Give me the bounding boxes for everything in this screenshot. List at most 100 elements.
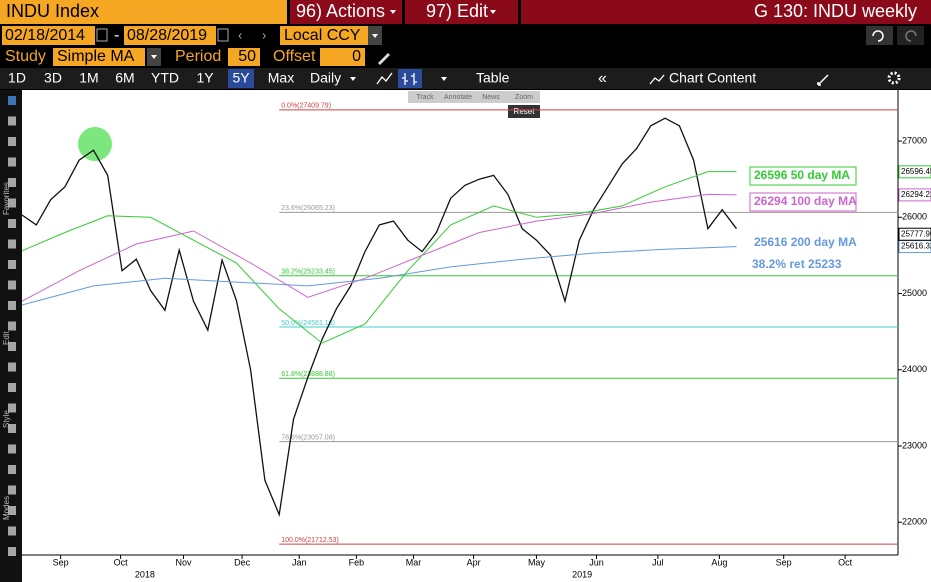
sidebar-tool[interactable] — [8, 362, 16, 372]
study-label: Study — [5, 48, 46, 65]
currency-field[interactable] — [280, 26, 368, 45]
dropdown-arrow — [151, 55, 157, 59]
period-button[interactable] — [148, 69, 182, 88]
sidebar-section: Style — [2, 410, 11, 428]
nav-left[interactable]: ‹ — [238, 27, 242, 42]
sidebar-tool[interactable] — [8, 96, 16, 105]
nav-right[interactable]: › — [262, 27, 266, 42]
ma-annotation-box — [749, 166, 857, 186]
period-field[interactable] — [228, 48, 260, 66]
sidebar-tool[interactable] — [8, 116, 16, 126]
period-label: YTD — [151, 70, 179, 86]
sidebar-tool[interactable] — [8, 260, 16, 269]
undo-icon — [872, 30, 884, 42]
period-label: 1D — [8, 70, 26, 86]
actions-menu[interactable] — [290, 0, 402, 24]
pencil-icon[interactable] — [378, 53, 390, 65]
end-date-field[interactable] — [124, 26, 216, 45]
menu-label: 97) Edit — [426, 1, 488, 21]
x-tick-label: Mar — [406, 557, 422, 567]
period: 50 — [238, 48, 256, 65]
sidebar-tool[interactable] — [8, 547, 16, 556]
calendar-icon[interactable] — [96, 28, 108, 42]
redo-icon — [905, 30, 917, 42]
offset-field[interactable] — [320, 48, 365, 66]
dropdown-arrow[interactable] — [441, 77, 447, 81]
period-button[interactable] — [76, 69, 102, 88]
frequency[interactable]: Daily — [310, 70, 341, 86]
edit-menu[interactable] — [405, 0, 518, 24]
menu-label: 96) Actions — [296, 1, 385, 21]
collapse-button[interactable]: « — [598, 70, 607, 87]
sidebar-tool[interactable] — [8, 403, 16, 413]
sidebar-tool[interactable] — [8, 178, 16, 187]
period-button[interactable] — [264, 69, 298, 88]
last-price-label: 25777.90 — [901, 229, 931, 238]
sidebar-tool[interactable] — [8, 321, 16, 331]
sidebar-tool[interactable] — [8, 444, 16, 454]
x-tick-label: Oct — [114, 557, 129, 567]
bar-style-button[interactable] — [398, 69, 422, 88]
undo-button[interactable] — [866, 26, 893, 45]
chart-tool-label: News — [482, 94, 500, 101]
fib-label: 38.2%(25233.45) — [281, 269, 335, 276]
period-label: 1M — [79, 70, 98, 86]
highlight-circle — [78, 127, 112, 161]
chart-tool-button[interactable] — [441, 91, 474, 103]
bar-icon — [402, 73, 417, 85]
chart-tools: Track Annotate News Zoom Reset — [408, 91, 540, 118]
title-bar — [521, 0, 931, 24]
sidebar — [0, 90, 22, 582]
sidebar-tool[interactable] — [8, 301, 16, 310]
last-price-tag — [898, 227, 931, 241]
y-tick-label: 22000 — [902, 517, 927, 527]
sidebar-tool[interactable] — [8, 424, 16, 433]
security-box[interactable] — [0, 0, 287, 24]
sidebar-tool[interactable] — [8, 485, 16, 495]
moving-average — [21, 246, 737, 306]
sidebar-section: Modes — [2, 496, 11, 520]
dropdown-arrow — [350, 77, 356, 81]
security: INDU Index — [6, 1, 99, 21]
sidebar-tool[interactable] — [8, 383, 16, 392]
sidebar-tool[interactable] — [8, 239, 16, 249]
sidebar-tool[interactable] — [8, 506, 16, 515]
moving-average — [21, 193, 737, 302]
period-button[interactable] — [192, 69, 218, 88]
chart-tool-button[interactable] — [408, 91, 441, 103]
x-tick-label: Feb — [349, 557, 365, 567]
study-field[interactable] — [53, 48, 145, 66]
period-button[interactable] — [4, 69, 30, 88]
start-date: 02/18/2014 — [5, 27, 85, 44]
offset-label: Offset — [273, 48, 316, 65]
chart-tool-label: Annotate — [444, 94, 472, 101]
chart-tool-button[interactable] — [507, 91, 540, 103]
period-button[interactable] — [112, 69, 138, 88]
chart-content-button[interactable]: Chart Content — [669, 70, 756, 86]
table-button[interactable]: Table — [476, 70, 510, 86]
sidebar-tool[interactable] — [8, 526, 16, 536]
reset-button[interactable] — [508, 105, 540, 118]
x-tick-label: Dec — [234, 557, 251, 567]
sidebar-tool[interactable] — [8, 465, 16, 474]
start-date-field[interactable] — [2, 26, 95, 45]
period-button[interactable] — [228, 69, 254, 88]
period-button[interactable] — [40, 69, 66, 88]
dropdown-arrow — [390, 10, 396, 14]
reset-label: Reset — [514, 107, 536, 116]
y-tick-label: 23000 — [902, 440, 927, 450]
draw-icon[interactable] — [817, 74, 829, 86]
calendar-icon[interactable] — [217, 28, 229, 42]
x-tick-label: Oct — [838, 557, 853, 567]
sidebar-tool[interactable] — [8, 342, 16, 351]
chart-tool-button[interactable] — [474, 91, 507, 103]
sidebar-tool[interactable] — [8, 157, 16, 167]
redo-button[interactable] — [897, 26, 924, 45]
sidebar-tool[interactable] — [8, 198, 16, 208]
sidebar-tool[interactable] — [8, 137, 16, 146]
sidebar-tool[interactable] — [8, 280, 16, 290]
sidebar-tool[interactable] — [8, 219, 16, 228]
settings-icon[interactable] — [887, 71, 901, 85]
x-tick-label: Aug — [711, 557, 727, 567]
